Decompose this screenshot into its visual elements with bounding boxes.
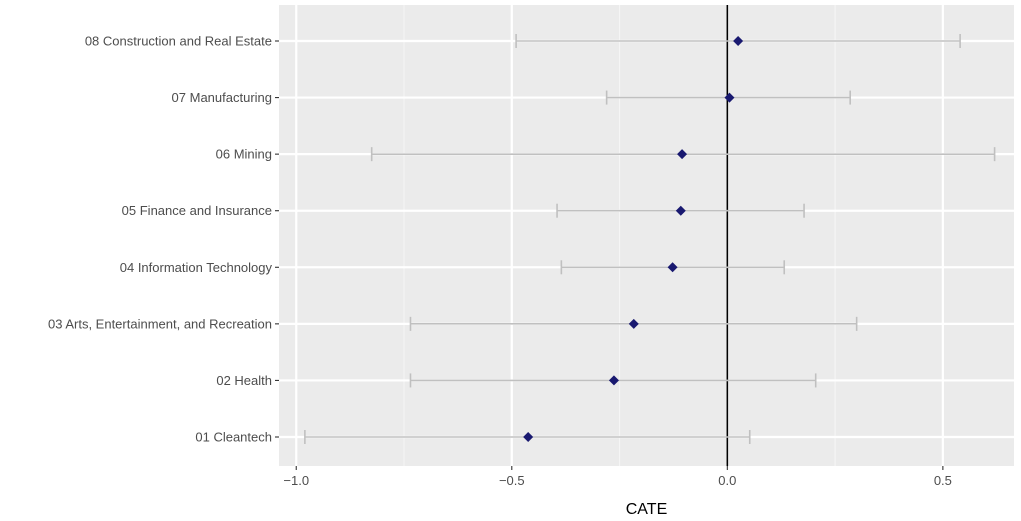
x-tick-label: −0.5: [499, 473, 525, 488]
y-tick-label: 07 Manufacturing: [172, 90, 272, 105]
y-tick-label: 02 Health: [216, 373, 272, 388]
estimate-point: [675, 205, 686, 216]
x-tick-label: 0.0: [718, 473, 736, 488]
x-tick-label: −1.0: [283, 473, 309, 488]
estimate-point: [733, 36, 744, 46]
y-tick-label: 08 Construction and Real Estate: [85, 34, 272, 49]
y-tick-label: 01 Cleantech: [195, 430, 272, 445]
y-tick-label: 06 Mining: [216, 147, 272, 162]
y-tick-label: 03 Arts, Entertainment, and Recreation: [48, 316, 272, 331]
estimate-point: [724, 92, 735, 103]
y-tick-label: 04 Information Technology: [120, 260, 273, 275]
x-tick-label: 0.5: [934, 473, 952, 488]
estimate-point: [608, 375, 619, 386]
estimate-point: [628, 318, 639, 329]
y-axis: 08 Construction and Real Estate 07 Manufa…: [48, 34, 279, 445]
estimate-point: [667, 262, 678, 273]
x-axis: −1.0 −0.5 0.0 0.5: [283, 466, 952, 488]
data-marks: [304, 34, 996, 444]
plot-panel: [279, 5, 1014, 466]
estimate-point: [677, 149, 688, 160]
estimate-point: [523, 432, 534, 442]
x-axis-title: CATE: [626, 501, 667, 518]
y-tick-label: 05 Finance and Insurance: [122, 203, 272, 218]
